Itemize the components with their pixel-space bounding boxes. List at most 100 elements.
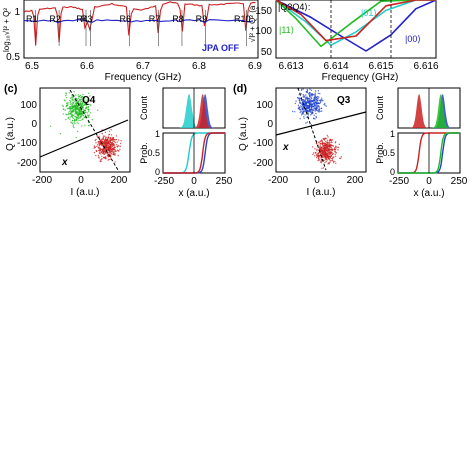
panel-c-iq-point	[66, 104, 69, 107]
panel-c-iq-point	[62, 113, 64, 115]
panel-d-iq-point	[327, 150, 329, 153]
panel-c-iq-point	[102, 135, 105, 137]
panel-b-ytick: 50	[261, 47, 273, 58]
panel-d-iq-point	[299, 102, 302, 105]
panel-d-iq-point	[298, 94, 300, 96]
panel-d-iq-point	[324, 142, 327, 144]
panel-d-iq-point	[317, 95, 319, 98]
panel-d-iq-point	[323, 153, 325, 156]
panel-d-iq-point	[314, 94, 316, 96]
panel-d-iq-point	[296, 96, 299, 99]
panel-c-iq-point	[71, 122, 74, 125]
panel-a-resonance-label: R2	[49, 14, 61, 24]
panel-c-iq-point	[68, 92, 71, 94]
panel-d-iq-point	[303, 104, 305, 107]
panel-d-qubit: Q3	[337, 95, 351, 106]
panel-d-iq-point	[331, 153, 333, 156]
panel-b-state-label: |Q3Q4⟩:	[278, 2, 310, 12]
panel-c-iq-point	[97, 142, 100, 144]
panel-c-iq-point	[83, 101, 85, 103]
panel-d-iq-point	[311, 103, 314, 106]
panel-c-iq-point	[104, 135, 106, 137]
panel-d-iq-point	[322, 167, 325, 169]
panel-d-iq-point	[326, 134, 328, 137]
panel-c-iq-point	[81, 110, 83, 113]
panel-d-prob-label: Prob.	[375, 142, 385, 164]
panel-d-iq-point	[311, 109, 313, 111]
panel-d-iq-point	[306, 97, 308, 99]
panel-c-iq-point	[71, 105, 73, 107]
panel-d-iq-point	[328, 140, 331, 142]
panel-d-iq-point	[309, 88, 311, 91]
panel-d-iq-point	[331, 139, 333, 141]
panel-c-axis-x: x	[61, 157, 68, 168]
panel-c-iq-point	[68, 108, 70, 110]
panel-d-iq-point	[324, 161, 326, 164]
panel-c-iq-point	[114, 154, 116, 156]
panel-d-iq-point	[326, 147, 329, 149]
panel-c-iq-point	[71, 114, 74, 117]
panel-c-iq-point	[67, 116, 70, 119]
panel-d-iq-point	[334, 147, 336, 149]
panel-c-iq-point	[114, 161, 116, 163]
panel-b-state-00: |00⟩	[405, 34, 421, 44]
panel-d-iq-point	[327, 155, 329, 158]
panel-d-iq-point	[332, 145, 334, 147]
panel-c-iq-point	[73, 105, 75, 107]
panel-c-iq-point	[112, 151, 114, 153]
panel-c-iq-point	[73, 98, 75, 101]
panel-c-iq-point	[68, 110, 71, 113]
panel-b-xtick: 6.614	[323, 61, 348, 72]
panel-c-iq-point	[62, 108, 64, 110]
panel-c-iq-point	[72, 99, 74, 102]
panel-c-iq-point	[67, 103, 69, 106]
panel-d-iq-point	[314, 92, 316, 94]
panel-d-iq-point	[313, 96, 316, 99]
panel-c-iq-point	[74, 105, 76, 107]
panel-d-iq-point	[319, 108, 321, 110]
panel-c-iq-point	[81, 114, 83, 116]
panel-c-iq-point	[80, 113, 83, 115]
panel-d-iq-point	[330, 160, 332, 162]
panel-c-iq-point	[78, 110, 81, 112]
panel-c-iq-point	[91, 118, 94, 121]
panel-c-iq-point	[113, 140, 116, 143]
panel-c-iq-point	[115, 138, 118, 141]
panel-d-iq-point	[297, 104, 300, 107]
panel-d-iq-point	[314, 148, 316, 150]
panel-d-iq-point	[322, 138, 324, 140]
panel-d-iq-point	[294, 102, 296, 105]
panel-c-iq-point	[66, 102, 68, 105]
panel-c-iq-point	[87, 114, 89, 116]
panel-d-hist-xtick: -250	[389, 176, 409, 187]
panel-d-iq-point	[300, 93, 302, 95]
panel-c-iq-point	[65, 104, 68, 107]
panel-c-iq-point	[103, 153, 106, 156]
panel-d-iq-point	[337, 149, 339, 151]
panel-d-iq-point	[310, 101, 312, 104]
panel-c-iq-point	[80, 119, 82, 122]
panel-c-iq-point	[65, 94, 67, 97]
panel-c-iq-point	[100, 151, 103, 153]
panel-d-iq-point	[325, 159, 327, 161]
panel-d-iq-point	[317, 156, 320, 158]
panel-c-iq-point	[103, 150, 105, 153]
panel-c-iq-point	[106, 141, 108, 143]
panel-c-iq-point	[71, 107, 74, 109]
panel-d-iq-point	[311, 111, 313, 114]
panel-d-iq-point	[328, 159, 331, 161]
panel-d-iq-point	[307, 97, 310, 100]
panel-c-iq-point	[101, 141, 104, 144]
panel-d-iq-point	[300, 110, 302, 113]
panel-c-iq-point	[70, 115, 72, 118]
panel-d-iq-point	[315, 142, 317, 145]
panel-c-iq-point	[104, 152, 107, 154]
panel-c-iq-xlabel: I (a.u.)	[71, 187, 100, 198]
panel-d-iq-point	[314, 118, 316, 120]
panel-d-iq-point	[310, 114, 312, 116]
panel-d-iq-point	[322, 144, 324, 146]
panel-d-iq-point	[304, 96, 306, 98]
panel-b-ytick: 150	[255, 6, 272, 17]
panel-c-iq-point	[100, 138, 103, 141]
panel-c-iq-point	[100, 153, 102, 155]
